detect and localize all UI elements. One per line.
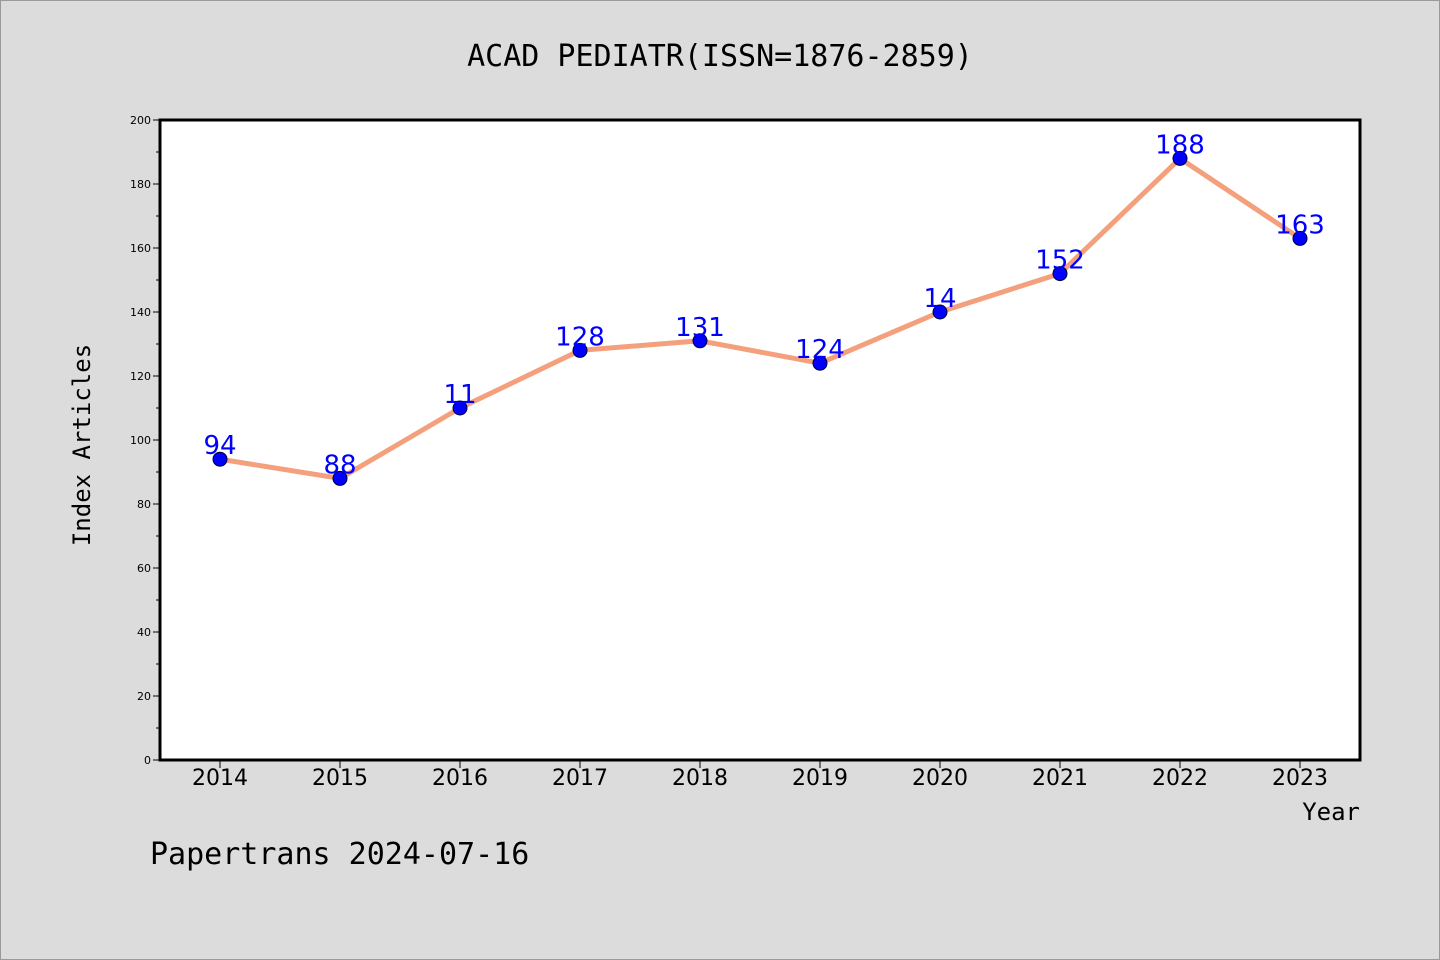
data-points <box>212 150 1308 486</box>
data-label: 94 <box>203 431 236 461</box>
data-label: 188 <box>1155 130 1205 160</box>
data-point <box>1172 150 1188 166</box>
y-axis: 0 20 40 60 80 100 120 140 160 180 200 <box>130 114 160 767</box>
y-tick-label: 140 <box>130 306 151 319</box>
data-point <box>332 470 348 486</box>
data-label: 11 <box>443 380 476 410</box>
plot-area <box>158 118 1362 762</box>
data-label: 152 <box>1035 246 1085 276</box>
data-label: 124 <box>795 335 845 365</box>
data-label: 163 <box>1275 210 1325 240</box>
x-axis-title: Year <box>1302 798 1360 826</box>
data-point <box>572 342 588 358</box>
x-tick-label: 2021 <box>1032 766 1088 791</box>
series-line <box>219 155 1302 481</box>
chart-title: ACAD PEDIATR(ISSN=1876-2859) <box>467 39 973 74</box>
x-tick-label: 2015 <box>312 766 368 791</box>
x-tick-label: 2016 <box>432 766 488 791</box>
x-tick-label: 2017 <box>552 766 608 791</box>
y-tick-label: 120 <box>130 370 151 383</box>
y-tick-label: 200 <box>130 114 151 127</box>
data-label: 131 <box>675 313 725 343</box>
data-point <box>212 451 228 467</box>
data-labels: 94 88 11 128 131 124 14 152 188 163 <box>203 130 1324 480</box>
y-tick-label: 60 <box>137 562 151 575</box>
x-tick-label: 2020 <box>912 766 968 791</box>
y-tick-label: 160 <box>130 242 151 255</box>
footer-credit: Papertrans 2024-07-16 <box>150 837 529 872</box>
x-tick-label: 2023 <box>1272 766 1328 791</box>
data-label: 128 <box>555 322 605 352</box>
x-tick-label: 2019 <box>792 766 848 791</box>
x-tick-label: 2022 <box>1152 766 1208 791</box>
y-tick-label: 180 <box>130 178 151 191</box>
y-tick-label: 0 <box>144 754 151 767</box>
x-tick-label: 2018 <box>672 766 728 791</box>
data-point <box>452 400 468 416</box>
data-point <box>1052 266 1068 282</box>
y-tick-label: 80 <box>137 498 151 511</box>
data-point <box>812 355 828 371</box>
data-label: 88 <box>323 450 356 480</box>
y-tick-label: 40 <box>137 626 151 639</box>
y-axis-title: Index Articles <box>68 344 96 546</box>
y-tick-label: 100 <box>130 434 151 447</box>
x-axis: 2014 2015 2016 2017 2018 2019 2020 2021 2022 2023 <box>192 760 1328 791</box>
data-label: 14 <box>923 284 956 314</box>
data-point <box>932 304 948 320</box>
data-point <box>1292 230 1308 246</box>
data-point <box>692 333 708 349</box>
x-tick-label: 2014 <box>192 766 248 791</box>
y-tick-label: 20 <box>137 690 151 703</box>
